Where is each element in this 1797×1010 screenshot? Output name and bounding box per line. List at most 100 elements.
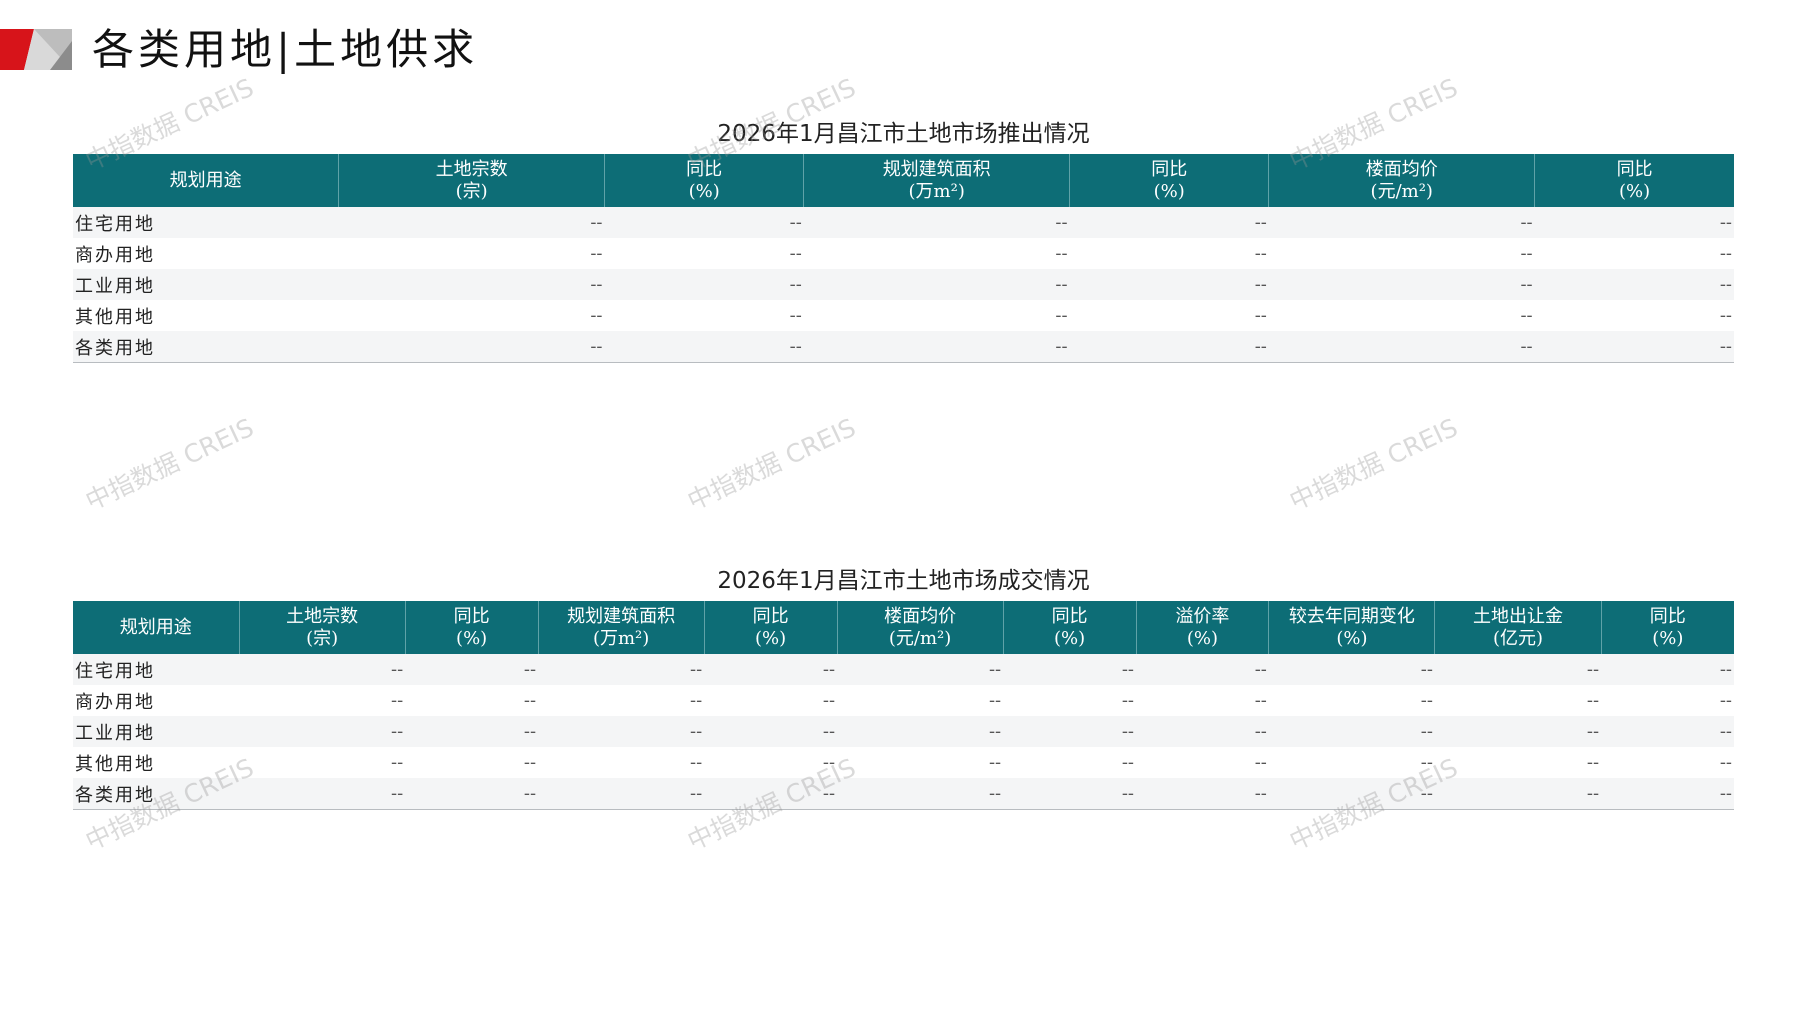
table-cell: -- <box>837 654 1004 685</box>
table-cell: -- <box>1520 305 1533 326</box>
table-cell: -- <box>405 778 539 810</box>
deal-table: 规划用途 土地宗数 (宗) 同比 (%) 规划建筑面积 (万m²) 同比 (%) 楼面均价 (元/m… <box>73 601 1734 810</box>
row-label: 商办用地 <box>75 244 155 266</box>
column-header-line: 较去年同期变化 <box>1288 605 1415 627</box>
table-cell: -- <box>1136 654 1269 685</box>
row-label: 其他用地 <box>75 306 155 328</box>
column-header: 楼面均价 (元/m²) <box>836 601 1004 654</box>
table-cell: -- <box>1586 752 1600 773</box>
row-label: 工业用地 <box>73 716 240 747</box>
table-cell: -- <box>689 752 703 773</box>
row-label: 住宅用地 <box>73 207 339 238</box>
table-cell: -- <box>1601 778 1734 810</box>
column-header-line: 同比 <box>453 605 490 627</box>
table-cell: -- <box>1719 752 1732 773</box>
table-cell: -- <box>538 654 705 685</box>
table-cell: -- <box>1434 778 1602 810</box>
table-cell: -- <box>1121 752 1134 773</box>
column-header: 同比 (%) <box>404 601 539 654</box>
table-cell: -- <box>1601 654 1734 685</box>
column-header-line: (亿元) <box>1492 627 1544 649</box>
column-header-line: (%) <box>1053 627 1086 649</box>
column-header-line: 规划建筑面积 <box>567 605 676 627</box>
table-cell: -- <box>590 305 603 326</box>
table-cell: -- <box>704 716 838 747</box>
table-cell: -- <box>391 690 404 711</box>
table-row: 住宅用地 -- -- -- -- -- -- -- -- -- -- <box>73 654 1734 685</box>
column-header-line: (万m²) <box>592 627 650 649</box>
table-cell: -- <box>1069 207 1269 238</box>
table-cell: -- <box>1136 716 1269 747</box>
table-row: 工业用地 -- -- -- -- -- -- -- -- -- -- <box>73 716 1734 747</box>
watermark: 中指数据 CREIS <box>1285 412 1463 516</box>
column-header-line: 规划建筑面积 <box>882 158 991 180</box>
table-cell: -- <box>1003 778 1136 810</box>
column-header-line: (%) <box>688 180 720 202</box>
table-cell: -- <box>1055 243 1068 264</box>
table-cell: -- <box>704 778 838 810</box>
table-cell: -- <box>1268 331 1535 363</box>
row-label: 各类用地 <box>73 778 240 810</box>
column-header: 同比 (%) <box>1002 601 1136 654</box>
column-header-line: 同比 <box>1051 605 1088 627</box>
table-cell: -- <box>837 716 1004 747</box>
page-title: 各类用地|土地供求 <box>92 25 479 74</box>
column-header-line: 同比 <box>686 158 723 180</box>
supply-table: 规划用途 土地宗数 (宗) 同比 (%) 规划建筑面积 (万m²) 同比 (%) 楼面均价 (元/m… <box>73 154 1734 363</box>
table-cell: -- <box>1420 752 1433 773</box>
table-cell: -- <box>405 654 539 685</box>
table-cell: -- <box>1434 654 1602 685</box>
column-header: 规划建筑面积 (万m²) <box>537 601 705 654</box>
table-row: 住宅用地 -- -- -- -- -- -- <box>73 207 1734 238</box>
table-cell: -- <box>988 690 1002 711</box>
table-cell: -- <box>803 207 1070 238</box>
column-header-line: (%) <box>456 627 488 649</box>
column-header-line: (元/m²) <box>888 627 952 649</box>
column-header: 溢价率 (%) <box>1135 601 1269 654</box>
table-row: 各类用地 -- -- -- -- -- -- -- -- -- -- <box>73 778 1734 810</box>
table-cell: -- <box>405 716 539 747</box>
table-row: 其他用地 -- -- -- -- -- -- <box>73 300 1734 331</box>
column-header-line: 土地宗数 <box>435 158 508 180</box>
column-header-line: (万m²) <box>908 180 965 202</box>
row-label: 其他用地 <box>75 753 155 775</box>
table-row: 商办用地 -- -- -- -- -- -- -- -- -- -- <box>73 685 1734 716</box>
column-header-line: (%) <box>1652 627 1684 649</box>
table-cell: -- <box>239 716 406 747</box>
column-header: 规划用途 <box>73 601 240 654</box>
table-cell: -- <box>338 331 605 363</box>
table-cell: -- <box>1719 305 1732 326</box>
table-cell: -- <box>1003 716 1136 747</box>
table-cell: -- <box>1534 207 1734 238</box>
column-header: 同比 (%) <box>1069 154 1269 207</box>
table-cell: -- <box>1254 752 1267 773</box>
table-cell: -- <box>1055 305 1068 326</box>
table-cell: -- <box>803 269 1070 300</box>
column-header: 同比 (%) <box>1600 601 1734 654</box>
column-header: 土地宗数 (宗) <box>338 154 605 207</box>
table-cell: -- <box>1254 690 1267 711</box>
table-cell: -- <box>1719 243 1732 264</box>
table-cell: -- <box>789 243 802 264</box>
table-cell: -- <box>523 752 537 773</box>
column-header-line: 土地出让金 <box>1473 605 1564 627</box>
table-cell: -- <box>338 207 605 238</box>
column-header-line: (元/m²) <box>1370 180 1433 202</box>
row-label: 各类用地 <box>73 331 339 363</box>
table-cell: -- <box>590 243 603 264</box>
column-header-line: 楼面均价 <box>1365 158 1438 180</box>
table-cell: -- <box>822 752 836 773</box>
table-cell: -- <box>391 752 404 773</box>
column-header-line: (%) <box>1336 627 1368 649</box>
table-cell: -- <box>1586 690 1600 711</box>
logo-icon <box>0 29 72 70</box>
column-header-line: 楼面均价 <box>884 605 957 627</box>
table-cell: -- <box>538 716 705 747</box>
column-header-line: 同比 <box>752 605 789 627</box>
table-cell: -- <box>803 331 1070 363</box>
table-row: 各类用地 -- -- -- -- -- -- <box>73 331 1734 363</box>
table-cell: -- <box>1434 716 1602 747</box>
table-cell: -- <box>523 690 537 711</box>
table-cell: -- <box>1268 269 1535 300</box>
table-cell: -- <box>1601 716 1734 747</box>
